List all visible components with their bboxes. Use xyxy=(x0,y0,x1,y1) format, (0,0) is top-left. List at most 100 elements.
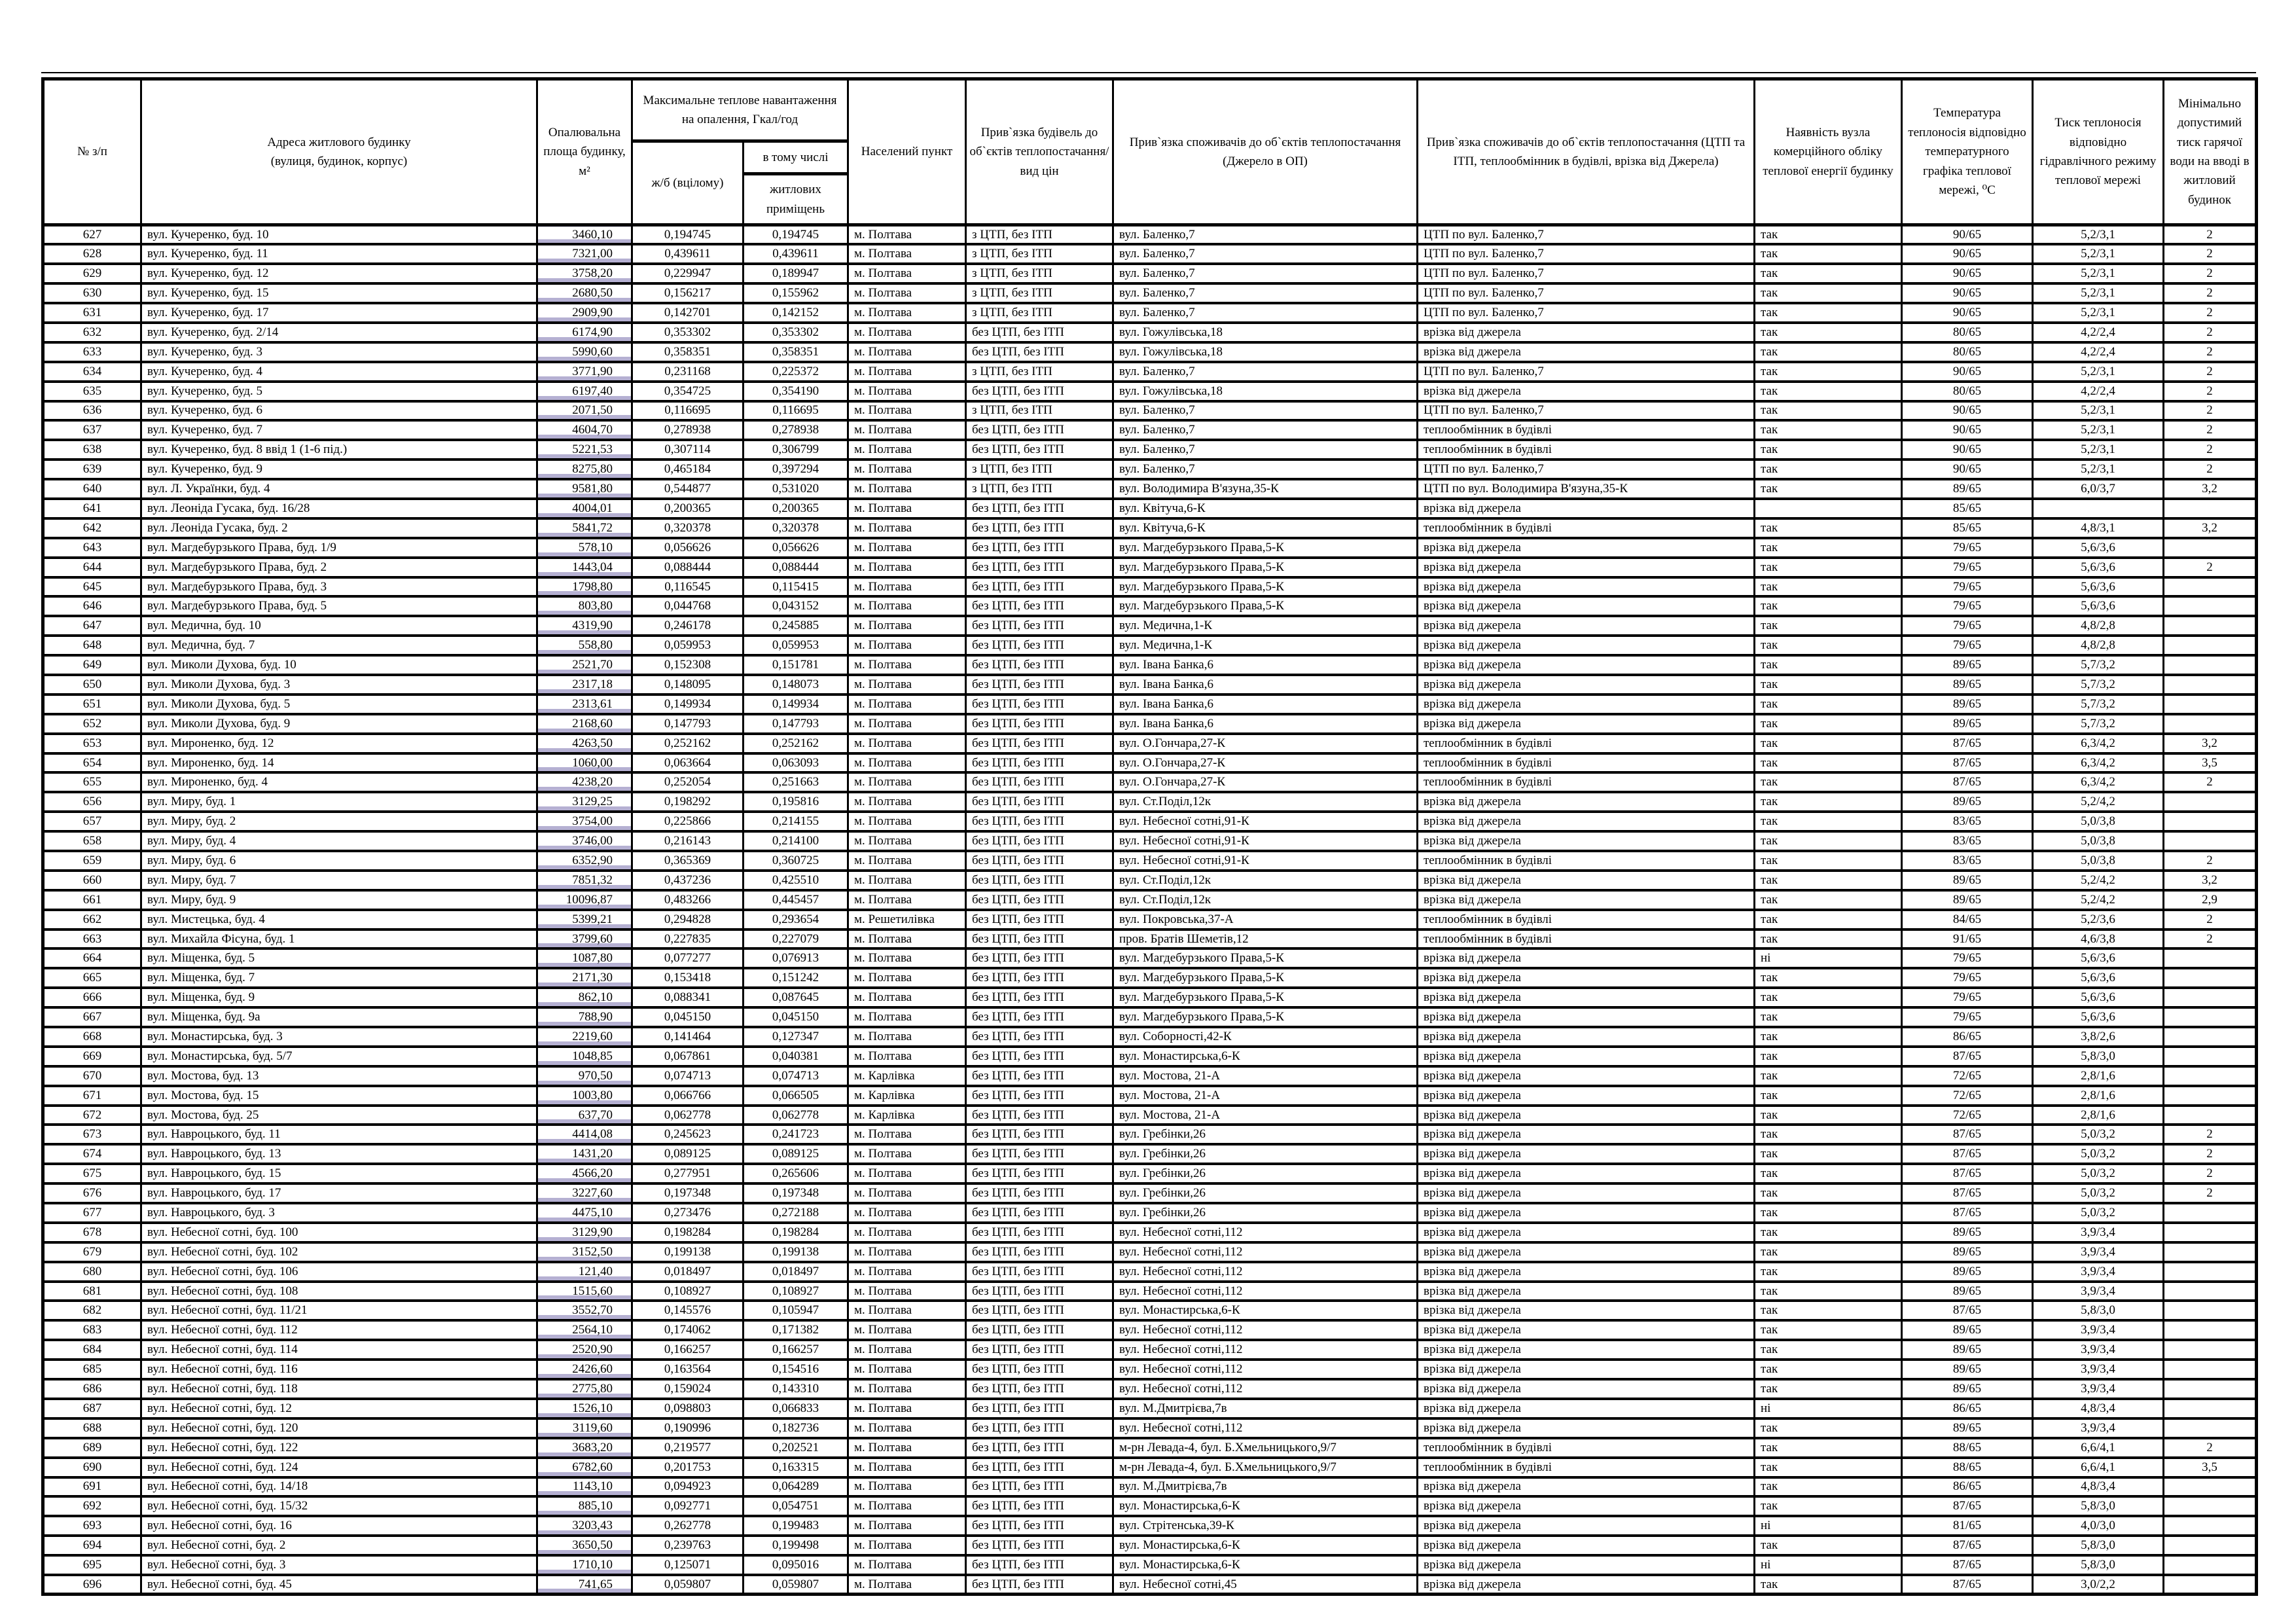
load-total-cell: 0,197348 xyxy=(631,1182,744,1205)
row-number-cell: 656 xyxy=(42,791,142,814)
coolant-temperature-cell: 72/65 xyxy=(1901,1104,2034,1127)
load-total-cell: 0,483266 xyxy=(631,888,744,911)
settlement-cell: м. Полтава xyxy=(847,810,967,833)
consumer-source-cell: вул. Баленко,7 xyxy=(1112,419,1418,442)
metering-unit-cell: так xyxy=(1753,1416,1903,1439)
consumer-source-cell: вул. Мостова, 21-А xyxy=(1112,1064,1418,1087)
building-attachment-cell: без ЦТП, без ІТП xyxy=(965,1397,1114,1420)
metering-unit-cell: так xyxy=(1753,1573,1903,1596)
metering-unit-cell: так xyxy=(1753,908,1903,931)
building-attachment-cell: без ЦТП, без ІТП xyxy=(965,830,1114,852)
metering-unit-cell: так xyxy=(1753,967,1903,990)
settlement-cell: м. Полтава xyxy=(847,419,967,442)
coolant-temperature-cell: 72/65 xyxy=(1901,1064,2034,1087)
building-attachment-cell: без ЦТП, без ІТП xyxy=(965,908,1114,931)
heated-area-cell: 121,40 xyxy=(536,1260,633,1283)
row-number-cell: 669 xyxy=(42,1045,142,1068)
load-total-cell: 0,365369 xyxy=(631,850,744,872)
row-number-cell: 651 xyxy=(42,693,142,715)
settlement-cell: м. Полтава xyxy=(847,1026,967,1048)
settlement-cell: м. Полтава xyxy=(847,1006,967,1029)
settlement-cell: м. Полтава xyxy=(847,1515,967,1538)
heated-area-cell: 637,70 xyxy=(536,1104,633,1127)
row-number-cell: 641 xyxy=(42,497,142,520)
min-pressure-cell xyxy=(2162,1026,2257,1048)
row-number-cell: 667 xyxy=(42,1006,142,1029)
min-pressure-cell xyxy=(2162,1260,2257,1283)
load-total-cell: 0,358351 xyxy=(631,340,744,363)
address-cell: вул. Небесної сотні, буд. 124 xyxy=(140,1456,538,1479)
building-attachment-cell: без ЦТП, без ІТП xyxy=(965,1104,1114,1127)
metering-unit-cell: так xyxy=(1753,536,1903,559)
consumer-detail-cell: теплообмінник в будівлі xyxy=(1416,751,1755,774)
metering-unit-cell: так xyxy=(1753,1456,1903,1479)
row-number-cell: 631 xyxy=(42,302,142,324)
coolant-temperature-cell: 79/65 xyxy=(1901,967,2034,990)
load-total-cell: 0,156217 xyxy=(631,282,744,305)
consumer-detail-cell: врізка від джерела xyxy=(1416,1573,1755,1596)
load-residential-cell: 0,155962 xyxy=(742,282,849,305)
consumer-detail-cell: врізка від джерела xyxy=(1416,947,1755,970)
coolant-temperature-cell: 87/65 xyxy=(1901,732,2034,755)
load-total-cell: 0,067861 xyxy=(631,1045,744,1068)
load-residential-cell: 0,059953 xyxy=(742,634,849,657)
building-attachment-cell: з ЦТП, без ІТП xyxy=(965,399,1114,422)
table-row: 637 вул. Кучеренко, буд. 7 4604,70 0,278938… xyxy=(42,419,2257,442)
settlement-cell: м. Полтава xyxy=(847,1534,967,1557)
table-row: 671 вул. Мостова, буд. 15 1003,80 0,066766 0… xyxy=(42,1084,2257,1107)
building-attachment-cell: без ЦТП, без ІТП xyxy=(965,340,1114,363)
metering-unit-cell: так xyxy=(1753,810,1903,833)
row-number-cell: 630 xyxy=(42,282,142,305)
address-cell: вул. Кучеренко, буд. 8 ввід 1 (1-6 під.) xyxy=(140,439,538,461)
load-residential-cell: 0,293654 xyxy=(742,908,849,931)
coolant-temperature-cell: 90/65 xyxy=(1901,458,2034,481)
load-residential-cell: 0,182736 xyxy=(742,1416,849,1439)
coolant-temperature-cell: 79/65 xyxy=(1901,986,2034,1009)
settlement-cell: м. Полтава xyxy=(847,1358,967,1381)
consumer-source-cell: вул. Монастирська,6-К xyxy=(1112,1299,1418,1322)
metering-unit-cell: так xyxy=(1753,223,1903,246)
consumer-source-cell: вул. Баленко,7 xyxy=(1112,243,1418,266)
address-cell: вул. Миколи Духова, буд. 9 xyxy=(140,712,538,735)
metering-unit-cell: так xyxy=(1753,1006,1903,1029)
coolant-pressure-cell: 4,8/2,8 xyxy=(2032,634,2164,657)
min-pressure-cell: 2,9 xyxy=(2162,888,2257,911)
coolant-temperature-cell: 79/65 xyxy=(1901,1006,2034,1029)
table-row: 645 вул. Магдебурзького Права, буд. 3 1798… xyxy=(42,575,2257,598)
building-attachment-cell: без ЦТП, без ІТП xyxy=(965,1475,1114,1498)
load-total-cell: 0,544877 xyxy=(631,478,744,500)
building-attachment-cell: без ЦТП, без ІТП xyxy=(965,536,1114,559)
coolant-temperature-cell: 89/65 xyxy=(1901,673,2034,696)
table-row: 629 вул. Кучеренко, буд. 12 3758,20 0,22994… xyxy=(42,262,2257,285)
col-header-building-attachment: Прив`язка будівель до об`єктів теплопост… xyxy=(965,77,1114,226)
table-row: 628 вул. Кучеренко, буд. 11 7321,00 0,43961… xyxy=(42,243,2257,266)
heated-area-cell: 4238,20 xyxy=(536,771,633,794)
load-total-cell: 0,094923 xyxy=(631,1475,744,1498)
consumer-source-cell: вул. Монастирська,6-К xyxy=(1112,1045,1418,1068)
table-row: 691 вул. Небесної сотні, буд. 14/18 1143,1… xyxy=(42,1475,2257,1498)
building-attachment-cell: без ЦТП, без ІТП xyxy=(965,419,1114,442)
row-number-cell: 685 xyxy=(42,1358,142,1381)
building-attachment-cell: без ЦТП, без ІТП xyxy=(965,1515,1114,1538)
address-cell: вул. Магдебурзького Права, буд. 2 xyxy=(140,556,538,579)
table-row: 666 вул. Міщенка, буд. 9 862,10 0,088341 0,0… xyxy=(42,986,2257,1009)
coolant-temperature-cell: 88/65 xyxy=(1901,1456,2034,1479)
min-pressure-cell xyxy=(2162,1319,2257,1342)
settlement-cell: м. Полтава xyxy=(847,302,967,324)
address-cell: вул. Небесної сотні, буд. 106 xyxy=(140,1260,538,1283)
load-total-cell: 0,018497 xyxy=(631,1260,744,1283)
row-number-cell: 677 xyxy=(42,1202,142,1224)
table-row: 678 вул. Небесної сотні, буд. 100 3129,90 0… xyxy=(42,1221,2257,1244)
table-row: 644 вул. Магдебурзького Права, буд. 2 1443… xyxy=(42,556,2257,579)
table-row: 664 вул. Міщенка, буд. 5 1087,80 0,077277 0,… xyxy=(42,947,2257,970)
table-row: 695 вул. Небесної сотні, буд. 3 1710,10 0,1… xyxy=(42,1554,2257,1576)
table-row: 685 вул. Небесної сотні, буд. 116 2426,60 0… xyxy=(42,1358,2257,1381)
metering-unit-cell: так xyxy=(1753,771,1903,794)
load-residential-cell: 0,062778 xyxy=(742,1104,849,1127)
metering-unit-cell: так xyxy=(1753,1299,1903,1322)
coolant-pressure-cell: 5,2/3,1 xyxy=(2032,419,2164,442)
metering-unit-cell: так xyxy=(1753,439,1903,461)
heated-area-cell: 7321,00 xyxy=(536,243,633,266)
building-attachment-cell: без ЦТП, без ІТП xyxy=(965,1202,1114,1224)
coolant-pressure-cell: 4,2/2,4 xyxy=(2032,321,2164,344)
